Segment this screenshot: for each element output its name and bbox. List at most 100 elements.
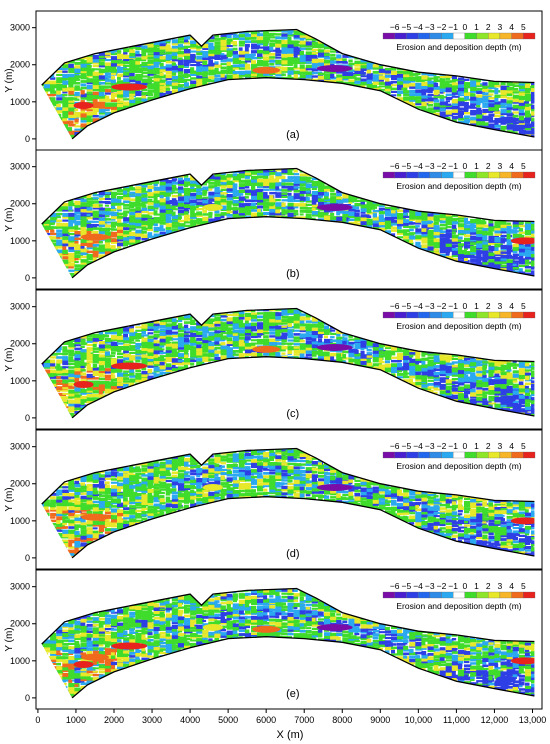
colorbar-tick-label: −3 [425, 581, 435, 591]
colorbar-tick-label: 5 [521, 22, 526, 32]
colorbar-swatch [441, 32, 454, 40]
colorbar-swatch [394, 451, 407, 459]
colorbar-tick-label: −1 [448, 161, 458, 171]
colorbar-swatch [406, 32, 419, 40]
x-tick-label: 6000 [256, 715, 276, 725]
y-tick-label: 2000 [10, 199, 30, 209]
x-tick-label: 10,000 [405, 715, 433, 725]
channel-upper-bank [41, 167, 535, 225]
colorbar-swatch [523, 591, 536, 599]
y-tick-label: 2000 [10, 479, 30, 489]
colorbar-tick-label: 0 [462, 581, 467, 591]
colorbar-swatch [464, 591, 477, 599]
channel-upper-bank [41, 587, 535, 645]
colorbar-swatch [417, 451, 430, 459]
colorbar-swatch [453, 451, 465, 459]
x-tick-label: 5000 [218, 715, 238, 725]
colorbar-swatch [382, 32, 395, 40]
colorbar-tick-label: −3 [425, 301, 435, 311]
colorbar-swatch [476, 451, 489, 459]
colorbar-swatch [394, 171, 407, 179]
x-tick-label: 1000 [66, 715, 86, 725]
colorbar-swatch [511, 451, 524, 459]
colorbar-swatch [429, 451, 442, 459]
colorbar-swatch [511, 591, 524, 599]
channel-lower-bank [71, 77, 535, 140]
colorbar-tick-label: −5 [402, 161, 412, 171]
x-tick-label: 13,000 [519, 715, 547, 725]
colorbar-swatch [523, 171, 536, 179]
colorbar-tick-label: 2 [486, 441, 491, 451]
colorbar-tick-label: −6 [390, 301, 400, 311]
colorbar-tick-label: −4 [413, 581, 423, 591]
colorbar-tick-label: −4 [413, 441, 423, 451]
colorbar-tick-label: −1 [448, 301, 458, 311]
colorbar-swatch [499, 32, 512, 40]
colorbar-tick-label: −5 [402, 22, 412, 32]
colorbar-swatch [394, 311, 407, 319]
colorbar-swatch [406, 591, 419, 599]
y-tick-label: 1000 [10, 97, 30, 107]
colorbar-tick-label: 3 [498, 161, 503, 171]
x-axis-label: X (m) [277, 729, 304, 741]
colorbar-tick-label: 2 [486, 581, 491, 591]
colorbar-swatch [406, 171, 419, 179]
colorbar-swatch [488, 591, 501, 599]
colorbar-swatch [429, 32, 442, 40]
colorbar-swatch [417, 171, 430, 179]
colorbar-swatch [441, 591, 454, 599]
colorbar-swatch [453, 591, 465, 599]
y-axis-label: Y (m) [4, 627, 15, 651]
colorbar-tick-label: 1 [474, 301, 479, 311]
colorbar-swatch [382, 591, 395, 599]
channel-lower-bank [71, 216, 535, 279]
y-tick-label: 3000 [10, 582, 30, 592]
colorbar-swatch [429, 311, 442, 319]
colorbar-swatch [394, 591, 407, 599]
colorbar-tick-label: −6 [390, 22, 400, 32]
colorbar-swatch [417, 311, 430, 319]
colorbar-swatch [511, 32, 524, 40]
colorbar-swatch [441, 171, 454, 179]
x-tick-label: 7000 [294, 715, 314, 725]
colorbar-tick-label: 5 [521, 161, 526, 171]
panel-label: (c) [286, 408, 299, 420]
colorbar-tick-label: −1 [448, 441, 458, 451]
x-tick-label: 12,000 [481, 715, 509, 725]
y-tick-label: 0 [25, 553, 30, 563]
panel-label: (d) [286, 548, 299, 560]
colorbar-swatch [488, 311, 501, 319]
colorbar-tick-label: 4 [509, 161, 514, 171]
colorbar-tick-label: 1 [474, 581, 479, 591]
colorbar-swatch [417, 591, 430, 599]
colorbar-title: Erosion and deposition depth (m) [396, 321, 521, 331]
colorbar-tick-label: 4 [509, 441, 514, 451]
colorbar-tick-label: −2 [437, 441, 447, 451]
colorbar-tick-label: −2 [437, 22, 447, 32]
colorbar-swatch [476, 32, 489, 40]
colorbar-swatch [488, 32, 501, 40]
panel-label: (a) [286, 129, 299, 141]
channel-lower-bank [71, 636, 535, 699]
colorbar-swatch [523, 451, 536, 459]
colorbar-swatch [464, 32, 477, 40]
colorbar-tick-label: 3 [498, 301, 503, 311]
colorbar-swatch [499, 171, 512, 179]
x-tick-label: 4000 [180, 715, 200, 725]
colorbar-tick-label: −4 [413, 301, 423, 311]
colorbar-tick-label: 5 [521, 581, 526, 591]
colorbar-tick-label: 1 [474, 161, 479, 171]
colorbar-tick-label: −3 [425, 441, 435, 451]
colorbar-swatch [476, 171, 489, 179]
colorbar-swatch [464, 451, 477, 459]
y-tick-label: 1000 [10, 516, 30, 526]
colorbar-tick-label: −5 [402, 441, 412, 451]
y-tick-label: 3000 [10, 302, 30, 312]
x-tick-label: 0 [35, 715, 40, 725]
colorbar-tick-label: −4 [413, 161, 423, 171]
